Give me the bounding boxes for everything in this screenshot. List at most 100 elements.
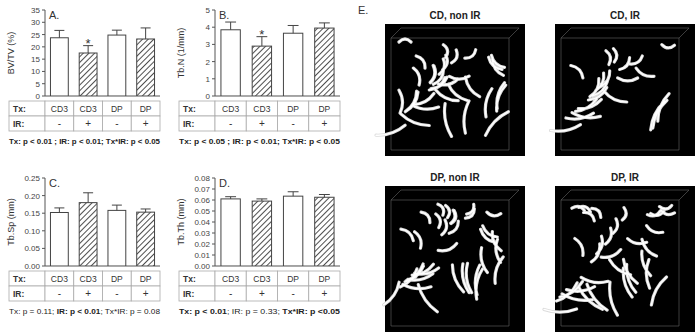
table-row-label: Tx:	[183, 274, 196, 284]
table-cell-text: -	[115, 288, 118, 299]
y-axis-label: Tb.N (1/mm)	[176, 28, 186, 79]
table-cell-text: CD3	[51, 104, 68, 114]
bar	[315, 28, 334, 96]
error-bar	[141, 209, 151, 212]
image-bg	[385, 24, 525, 156]
table-cell	[103, 116, 132, 131]
y-tick-label: 0.07	[194, 185, 210, 194]
table-cell-text: -	[58, 118, 61, 129]
table-cell	[74, 101, 103, 116]
image	[551, 24, 696, 156]
table-cell	[246, 271, 277, 286]
y-tick-label: 2	[206, 58, 211, 67]
trabeculae-highlight	[551, 45, 675, 132]
y-tick-label: 5	[206, 6, 211, 15]
error-cap	[54, 30, 64, 31]
error-cap	[83, 192, 93, 193]
y-tick-label: 20	[31, 43, 40, 52]
table-cell	[9, 286, 45, 301]
table-row-label: Tx:	[13, 274, 26, 284]
table-cell	[309, 116, 340, 131]
table-cell-text: +	[259, 288, 265, 299]
error-bar	[288, 25, 299, 33]
table-cell-text: DP	[287, 274, 299, 284]
table-cell	[131, 116, 160, 131]
table-row-label: IR:	[183, 289, 195, 299]
table-cell	[179, 286, 215, 301]
y-axis	[215, 178, 216, 266]
trabeculae-highlight	[544, 205, 675, 315]
table-cell	[179, 116, 215, 131]
table-cell	[45, 286, 74, 301]
stats-part: IR: p < 0.01	[57, 307, 101, 316]
table-cell	[278, 271, 309, 286]
y-tick-label: 0.10	[24, 227, 40, 236]
error-bar	[83, 193, 93, 203]
error-stem	[145, 28, 146, 39]
table-cell-text: +	[321, 118, 327, 129]
bar	[252, 46, 271, 96]
error-cap	[225, 22, 236, 23]
bar	[108, 210, 126, 266]
table-row-label: IR:	[183, 119, 195, 129]
table-cell	[215, 101, 246, 116]
image	[384, 186, 525, 332]
table-cell	[131, 286, 160, 301]
panel-label: A.	[49, 9, 59, 21]
marks	[221, 192, 334, 266]
y-tick-label: 0.15	[24, 209, 40, 218]
error-cap	[256, 198, 267, 199]
stats-part: Tx: p < 0.01	[179, 307, 228, 316]
error-cap	[54, 207, 64, 208]
stats-part: ; Tx*IR: p = 0.08	[100, 307, 160, 316]
stats-part: Tx*IR: p <0.05	[282, 307, 340, 316]
table-cell-text: +	[321, 288, 327, 299]
y-tick-label: 0.06	[194, 196, 210, 205]
image-bg	[385, 186, 525, 332]
error-bar	[112, 30, 122, 35]
table-cell-text: DP	[111, 274, 123, 284]
error-cap	[225, 196, 236, 197]
table-cell	[246, 101, 277, 116]
error-stem	[59, 208, 60, 213]
table: Tx:CD3CD3DPDPIR:-+-+	[179, 271, 340, 301]
table-cell-text: DP	[140, 104, 152, 114]
marks	[50, 28, 154, 96]
error-bar	[319, 23, 330, 28]
table-cell	[215, 271, 246, 286]
error-bar	[288, 192, 299, 196]
y-tick-label: 0.05	[24, 244, 40, 253]
bar	[108, 35, 126, 96]
panel: 05101520253035BV/TV (%)*A.Tx:CD3CD3DPDPI…	[6, 6, 161, 146]
table-cell-text: DP	[287, 104, 299, 114]
error-bar	[54, 30, 64, 37]
table-row-label: Tx:	[13, 104, 26, 114]
error-cap	[288, 191, 299, 192]
image-label: DP, IR	[611, 172, 640, 183]
error-stem	[88, 193, 89, 203]
table-cell	[179, 271, 215, 286]
y-tick-label: 5	[36, 80, 41, 89]
bar	[50, 212, 68, 266]
y-tick-label: 3	[206, 40, 211, 49]
table-cell	[309, 101, 340, 116]
error-bar	[225, 197, 236, 199]
table-cell	[45, 116, 74, 131]
y-tick-label: 0	[36, 92, 41, 101]
table-cell-text: +	[85, 288, 91, 299]
table-cell-text: CD3	[253, 104, 270, 114]
table-cell-text: +	[259, 118, 265, 129]
table-cell-text: -	[115, 118, 118, 129]
error-cap	[319, 22, 330, 23]
trabeculae	[544, 205, 675, 315]
table-cell	[9, 101, 45, 116]
error-bar	[256, 199, 267, 201]
table-cell-text: DP	[111, 104, 123, 114]
error-stem	[324, 23, 325, 28]
stats-part: Tx: p < 0.05	[179, 137, 226, 146]
table-cell-text: +	[85, 118, 91, 129]
table-cell	[74, 116, 103, 131]
table-cell	[74, 286, 103, 301]
stats-part: Tx: p = 0.11;	[9, 307, 57, 316]
error-cap	[288, 25, 299, 26]
